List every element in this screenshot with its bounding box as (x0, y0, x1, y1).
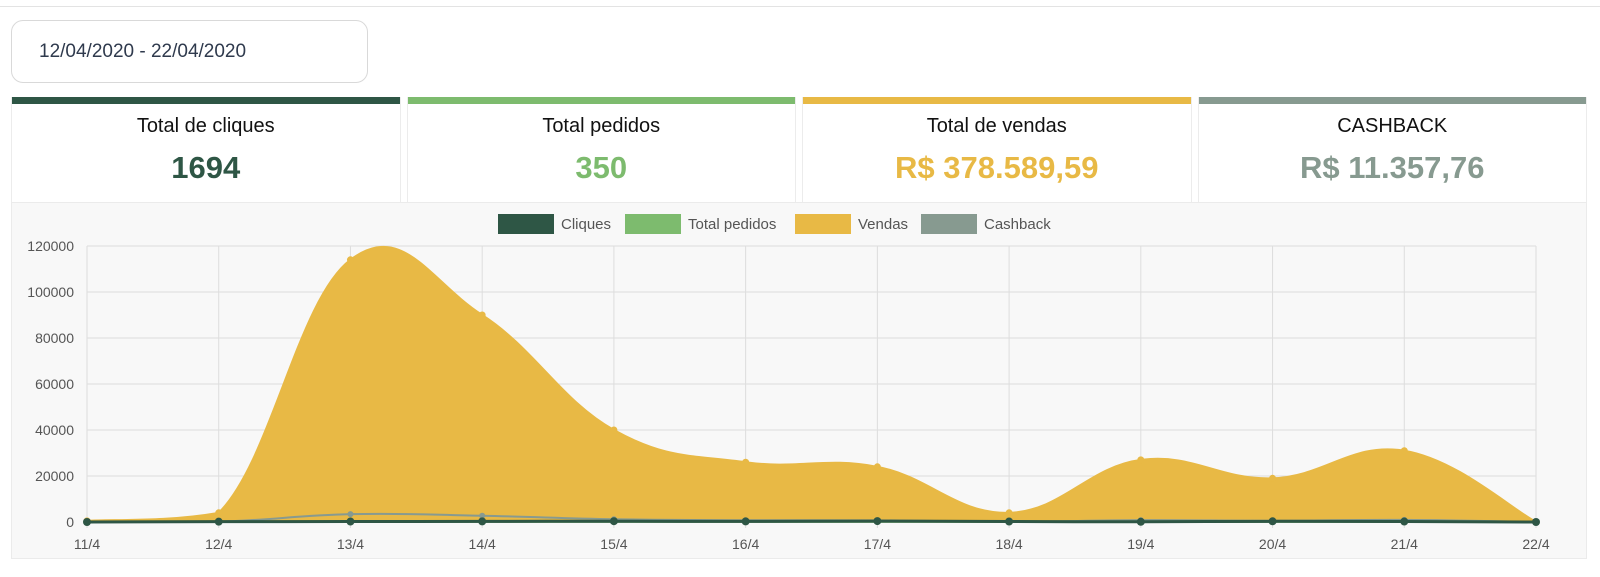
date-range-text: 12/04/2020 - 22/04/2020 (39, 40, 247, 62)
vendas-line (86, 245, 1537, 523)
cliques-point (609, 517, 618, 526)
y-tick-label: 60000 (35, 376, 74, 392)
x-tick-label: 14/4 (469, 536, 496, 552)
vendas-point (215, 509, 223, 517)
vendas-point (1005, 509, 1013, 517)
legend-swatch (921, 214, 977, 234)
dashboard-frame (0, 6, 1600, 577)
legend-label: Total pedidos (688, 216, 776, 233)
vendas-point (1269, 474, 1277, 482)
card-label: CASHBACK (1337, 115, 1448, 137)
cliques-point (346, 517, 355, 526)
vendas-point (610, 426, 618, 434)
legend-swatch (498, 214, 554, 234)
y-tick-label: 40000 (35, 422, 74, 438)
card-total-cliques: Total de cliques 1694 (11, 97, 401, 202)
vendas-point (1137, 456, 1145, 464)
cliques-line (86, 519, 1537, 524)
vendas-area (87, 246, 1536, 522)
x-tick-label: 22/4 (1522, 536, 1549, 552)
cliques-point (1532, 518, 1540, 526)
sales-chart: 0 20000 40000 60000 80000 100000 120000 11/4 12/… (11, 202, 1587, 559)
x-tick-label: 21/4 (1391, 536, 1418, 552)
x-tick-label: 17/4 (864, 536, 891, 552)
vendas-point (478, 311, 486, 319)
card-value: 1694 (171, 150, 241, 185)
legend-swatch (625, 214, 681, 234)
card-value: R$ 378.589,59 (895, 150, 1099, 185)
chart-canvas: 0 20000 40000 60000 80000 100000 120000 11/4 12/… (27, 214, 1550, 552)
x-tick-label: 12/4 (205, 536, 232, 552)
card-accent-bar (1198, 97, 1586, 104)
vendas-point (873, 463, 881, 471)
cliques-point (1005, 517, 1014, 526)
x-tick-label: 18/4 (995, 536, 1022, 552)
card-total-vendas: Total de vendas R$ 378.589,59 (802, 97, 1192, 202)
card-total-pedidos: Total pedidos 350 (406, 97, 796, 202)
legend-label: Vendas (858, 216, 908, 233)
vendas-point (742, 458, 750, 466)
y-tick-label: 20000 (35, 468, 74, 484)
y-tick-label: 100000 (27, 284, 74, 300)
cliques-point (478, 517, 487, 526)
card-cashback: CASHBACK R$ 11.357,76 (1197, 97, 1587, 202)
date-range-picker[interactable]: 12/04/2020 - 22/04/2020 (11, 20, 368, 83)
card-accent-bar (407, 97, 795, 104)
vendas-point (1400, 447, 1408, 455)
cliques-point (214, 517, 223, 526)
cliques-point (1268, 517, 1277, 526)
y-tick-label: 120000 (27, 238, 74, 254)
x-tick-label: 15/4 (600, 536, 627, 552)
legend-label: Cashback (984, 216, 1051, 233)
x-tick-label: 16/4 (732, 536, 759, 552)
y-tick-label: 80000 (35, 330, 74, 346)
card-label: Total de vendas (926, 115, 1067, 137)
y-tick-label: 0 (66, 514, 74, 530)
cliques-point (1136, 517, 1145, 526)
cliques-point (873, 517, 882, 526)
cliques-point (741, 517, 750, 526)
card-label: Total pedidos (542, 115, 661, 137)
card-accent-bar (803, 97, 1191, 104)
cashback-point (347, 511, 354, 518)
x-tick-label: 11/4 (74, 536, 100, 552)
x-tick-label: 20/4 (1259, 536, 1286, 552)
card-value: 350 (575, 150, 628, 185)
card-label: Total de cliques (136, 115, 275, 137)
cliques-point (83, 518, 91, 526)
legend-label: Cliques (561, 216, 611, 233)
x-tick-label: 13/4 (337, 536, 364, 552)
cliques-point (1400, 517, 1409, 526)
x-tick-label: 19/4 (1127, 536, 1154, 552)
card-value: R$ 11.357,76 (1300, 150, 1485, 185)
legend-swatch (795, 214, 851, 234)
cashback-point (479, 512, 486, 519)
vendas-point (346, 256, 354, 264)
summary-cards: Total de cliques 1694 Total pedidos 350 … (11, 97, 1587, 202)
card-accent-bar (12, 97, 400, 104)
